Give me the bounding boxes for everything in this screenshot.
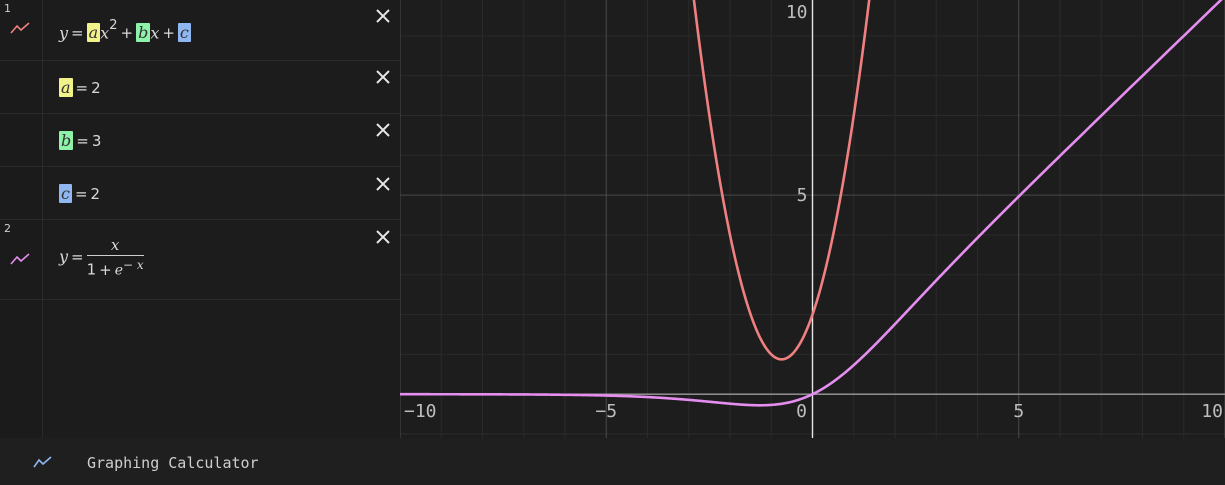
slider-definition-c[interactable]: c = 2 [59, 184, 100, 203]
x-tick-label: 0 [796, 401, 807, 422]
slider-value-c: 2 [90, 185, 101, 203]
close-icon[interactable] [374, 7, 392, 25]
expression-row-c[interactable]: c = 2 [0, 167, 400, 220]
slider-chip-b[interactable]: b [136, 23, 151, 43]
plus-sign: + [99, 260, 112, 279]
euler-e: e [114, 262, 124, 279]
slider-value-a: 2 [91, 79, 101, 97]
lhs-variable: y [59, 246, 69, 266]
slider-chip-a[interactable]: a [59, 78, 73, 97]
graph-line-icon[interactable] [9, 251, 33, 267]
expression-index: 1 [4, 2, 11, 15]
curve-quadratic [692, 0, 871, 361]
denominator-one: 1 [86, 260, 97, 279]
exponent: 2 [109, 18, 118, 33]
y-tick-label: 10 [786, 2, 808, 23]
expression-formula[interactable]: y = x 1 + e− x [59, 236, 144, 279]
close-icon[interactable] [374, 175, 392, 193]
tick-labels: −10 −5 0 5 10 5 10 [404, 2, 1223, 422]
app-title: Graphing Calculator [87, 454, 259, 472]
curve-swish [400, 0, 1223, 407]
slider-chip-c[interactable]: c [177, 23, 191, 43]
fraction-numerator: x [86, 236, 144, 256]
x-tick-label: −5 [595, 401, 617, 422]
expression-list: 1 y = a x2 + b x + c a = 2 b = 3 [0, 0, 400, 438]
x-tick-label: 5 [1013, 401, 1024, 422]
equals-sign: = [75, 79, 89, 97]
expression-gutter [0, 114, 43, 166]
variable-x: x [100, 23, 110, 43]
plus-sign: + [120, 24, 134, 43]
expression-gutter [0, 61, 43, 113]
expression-gutter [0, 300, 43, 438]
equals-sign: = [74, 185, 88, 203]
y-tick-label: 5 [797, 185, 808, 206]
x-tick-label: −10 [404, 401, 437, 422]
expression-formula[interactable]: y = a x2 + b x + c [59, 18, 191, 43]
footer-bar: Graphing Calculator [0, 438, 1225, 485]
slider-chip-c[interactable]: c [59, 184, 72, 203]
close-icon[interactable] [374, 68, 392, 86]
close-icon[interactable] [374, 121, 392, 139]
slider-chip-b[interactable]: b [59, 131, 74, 150]
equals-sign: = [71, 24, 84, 43]
expression-gutter [0, 167, 43, 219]
expression-row-b[interactable]: b = 3 [0, 114, 400, 167]
close-icon[interactable] [374, 228, 392, 246]
curves [400, 0, 1223, 407]
equals-sign: = [76, 132, 89, 150]
expression-row-1[interactable]: 1 y = a x2 + b x + c [0, 0, 400, 61]
graph-canvas[interactable]: −10 −5 0 5 10 5 10 [400, 0, 1225, 438]
expression-gutter: 2 [0, 220, 43, 299]
expression-row-2[interactable]: 2 y = x 1 + e− x [0, 220, 400, 300]
variable-x: x [150, 23, 160, 43]
slider-value-b: 3 [91, 132, 102, 150]
lhs-variable: y [59, 23, 69, 43]
expression-row-a[interactable]: a = 2 [0, 61, 400, 114]
exponent: − x [123, 258, 144, 272]
expression-gutter: 1 [0, 0, 43, 60]
fraction-denominator: 1 + e− x [87, 256, 144, 279]
slider-definition-b[interactable]: b = 3 [59, 131, 101, 150]
slider-chip-a[interactable]: a [86, 23, 101, 43]
expression-index: 2 [4, 222, 11, 235]
plus-sign: + [162, 24, 175, 43]
fraction: x 1 + e− x [86, 236, 144, 279]
empty-expression-area[interactable] [0, 300, 400, 438]
graph-line-icon[interactable] [9, 20, 33, 36]
equals-sign: = [71, 247, 84, 266]
x-tick-label: 10 [1201, 401, 1223, 422]
graph-line-icon [33, 456, 52, 468]
slider-definition-a[interactable]: a = 2 [59, 78, 101, 97]
